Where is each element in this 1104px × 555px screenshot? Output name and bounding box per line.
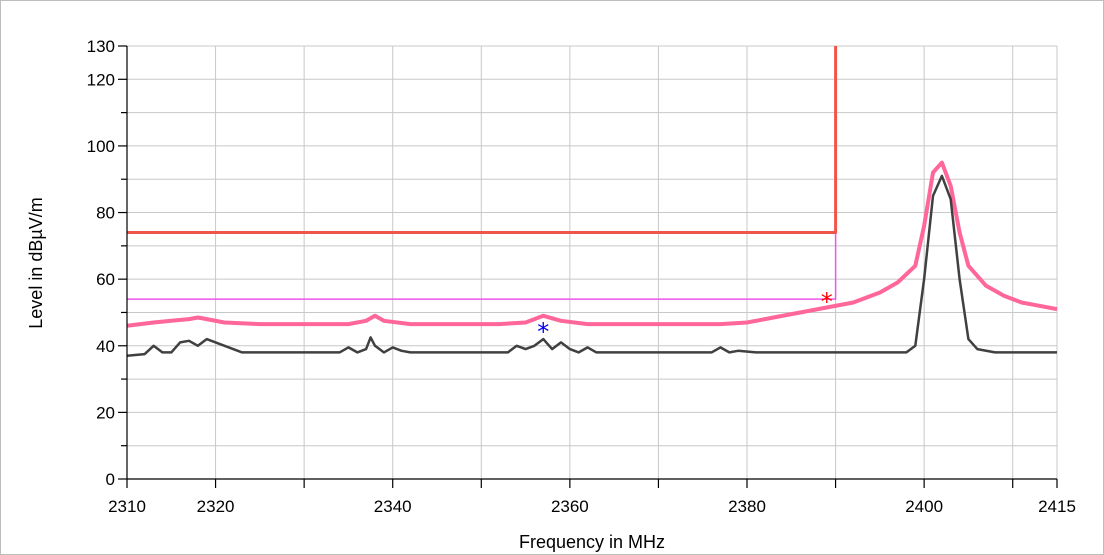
y-tick-label: 120	[87, 70, 115, 89]
marker-layer: **	[537, 288, 832, 346]
x-tick-label: 2310	[108, 497, 146, 516]
x-tick-label: 2380	[728, 497, 766, 516]
y-tick-label: 100	[87, 137, 115, 156]
x-tick-label: 2340	[374, 497, 412, 516]
average-trace	[126, 174, 1057, 358]
tick-label-layer: 0 20 40 60 80 100 120 130 2310 2320 2340 2360 2380 24…	[87, 37, 1076, 516]
x-tick-label: 2400	[905, 497, 943, 516]
y-tick-label: 60	[96, 270, 115, 289]
limit-line-peak	[127, 46, 838, 234]
x-tick-label: 2320	[197, 497, 235, 516]
y-tick-label: 130	[87, 37, 115, 56]
y-axis-title: Level in dBµV/m	[26, 197, 46, 328]
series-layer	[126, 46, 1058, 358]
average-marker: *	[537, 318, 549, 346]
y-tick-label: 40	[96, 337, 115, 356]
x-tick-label: 2415	[1038, 497, 1076, 516]
peak-marker: *	[821, 288, 833, 316]
y-tick-label: 80	[96, 204, 115, 223]
y-tick-label: 0	[106, 470, 115, 489]
x-axis-title: Frequency in MHz	[519, 532, 665, 552]
grid-layer	[127, 45, 1058, 479]
axes-layer	[118, 45, 1058, 488]
x-tick-label: 2360	[551, 497, 589, 516]
peak-trace	[126, 160, 1058, 328]
y-tick-label: 20	[96, 403, 115, 422]
